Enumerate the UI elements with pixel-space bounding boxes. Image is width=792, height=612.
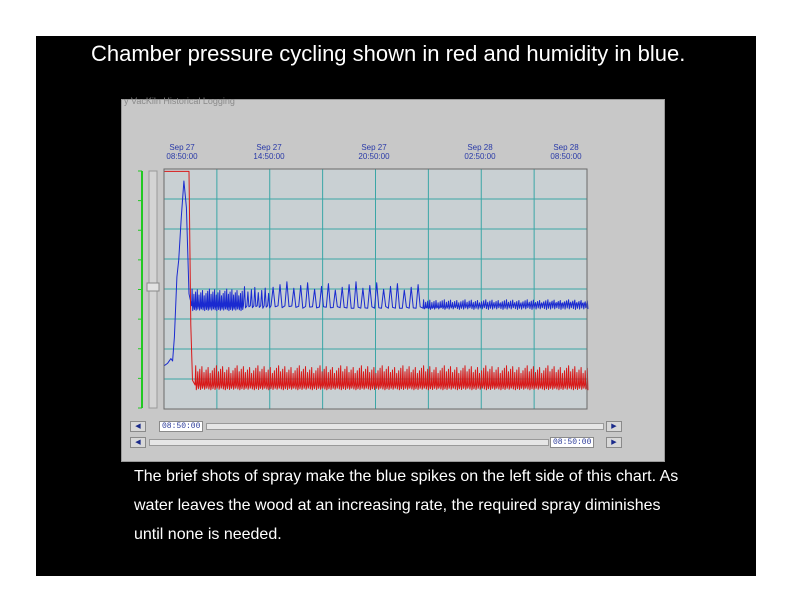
scroll-right-button-bottom[interactable]: ▶ — [606, 437, 622, 448]
scroll-left-button-bottom[interactable]: ◀ — [130, 437, 146, 448]
scroll-right-button-top[interactable]: ▶ — [606, 421, 622, 432]
x-tick-time: 08:50:00 — [166, 152, 198, 161]
window-title: y VacKiln Historical Logging — [124, 96, 235, 106]
x-tick-time: 20:50:00 — [358, 152, 390, 161]
slide: Chamber pressure cycling shown in red an… — [36, 36, 756, 576]
x-tick-time: 08:50:00 — [550, 152, 582, 161]
series — [163, 170, 589, 391]
x-tick-date: Sep 28 — [467, 143, 493, 152]
start-time-field[interactable]: 08:50:00 — [159, 421, 203, 432]
plot-border — [163, 168, 588, 410]
left-slider-thumb[interactable] — [146, 282, 160, 292]
x-tick-time: 14:50:00 — [253, 152, 285, 161]
time-scrollbar-bottom[interactable] — [149, 439, 549, 446]
pressure-series-line — [164, 170, 589, 391]
x-tick-date: Sep 27 — [169, 143, 195, 152]
scroll-left-button-top[interactable]: ◀ — [130, 421, 146, 432]
time-scrollbar-top[interactable] — [206, 423, 604, 430]
x-tick-date: Sep 28 — [553, 143, 579, 152]
end-time-field[interactable]: 08:50:00 — [550, 437, 594, 448]
left-axis-ticks — [138, 170, 142, 409]
x-tick-date: Sep 27 — [256, 143, 282, 152]
humidity-series-line — [163, 180, 589, 367]
x-tick-time: 02:50:00 — [464, 152, 496, 161]
slide-title: Chamber pressure cycling shown in red an… — [91, 41, 686, 66]
slide-caption: The brief shots of spray make the blue s… — [134, 468, 679, 543]
historical-logging-window: y VacKiln Historical Logging Sep 27 08:50… — [121, 96, 665, 462]
x-tick-date: Sep 27 — [361, 143, 387, 152]
